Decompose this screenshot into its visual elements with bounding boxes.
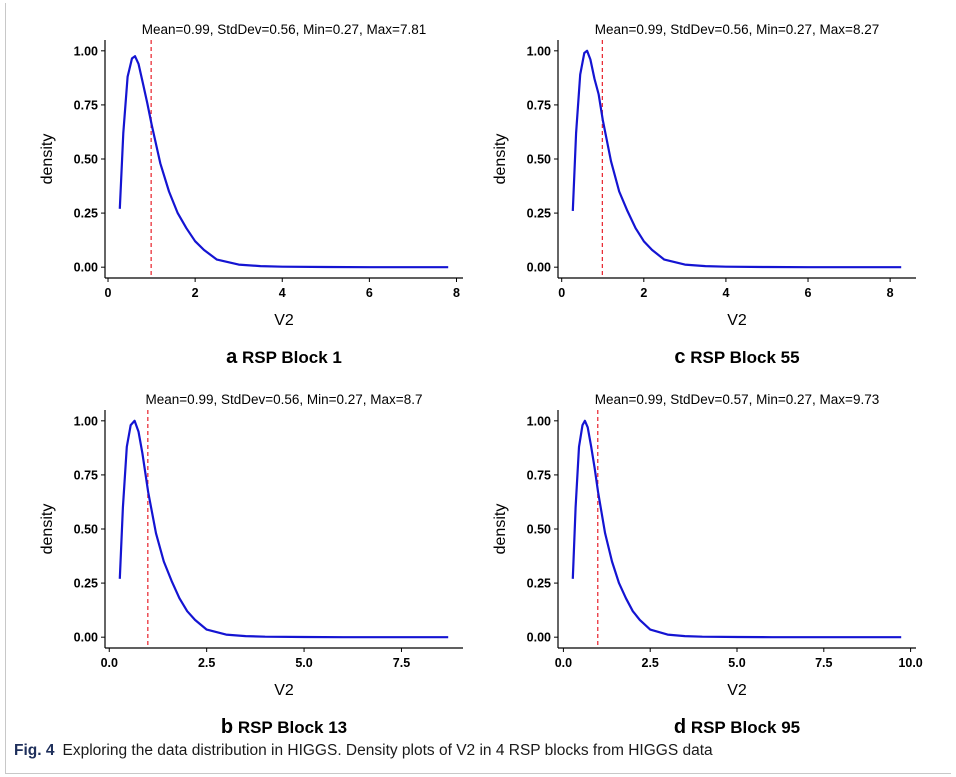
panel-b: Mean=0.99, StdDev=0.56, Min=0.27, Max=8.… (39, 392, 463, 738)
y-axis-label: density (39, 504, 56, 555)
y-tick-label: 1.00 (527, 44, 551, 58)
x-tick-label: 2 (192, 286, 199, 300)
panel-d: Mean=0.99, StdDev=0.57, Min=0.27, Max=9.… (492, 392, 923, 738)
panel-a: Mean=0.99, StdDev=0.56, Min=0.27, Max=7.… (39, 22, 463, 368)
y-axis-label: density (492, 134, 509, 185)
panel-caption: b RSP Block 13 (221, 716, 347, 738)
chart-title: Mean=0.99, StdDev=0.56, Min=0.27, Max=7.… (142, 22, 426, 37)
panel-letter: b (221, 716, 233, 738)
x-tick-label: 10.0 (898, 656, 922, 670)
y-tick-label: 0.00 (527, 261, 551, 275)
x-axis-label: V2 (274, 682, 294, 699)
y-tick-label: 0.00 (527, 631, 551, 645)
panel-title: RSP Block 13 (233, 718, 347, 737)
panel-caption: d RSP Block 95 (674, 716, 800, 738)
x-tick-label: 0.0 (555, 656, 572, 670)
density-curve (571, 419, 902, 639)
y-tick-label: 0.25 (527, 577, 551, 591)
y-tick-label: 0.50 (527, 153, 551, 167)
x-tick-label: 8 (453, 286, 460, 300)
x-tick-label: 8 (887, 286, 894, 300)
x-tick-label: 0.0 (101, 656, 118, 670)
x-tick-label: 2 (640, 286, 647, 300)
y-tick-label: 0.75 (74, 468, 98, 482)
y-axis-label: density (492, 504, 509, 555)
x-axis-label: V2 (274, 312, 294, 329)
figure-caption-label: Fig. 4 (14, 742, 55, 759)
y-tick-label: 0.25 (74, 207, 98, 221)
panel-letter: c (674, 346, 685, 368)
x-axis-label: V2 (727, 312, 747, 329)
x-tick-label: 2.5 (642, 656, 659, 670)
panel-caption: a RSP Block 1 (226, 346, 342, 368)
density-curve (571, 49, 902, 269)
x-tick-label: 6 (366, 286, 373, 300)
density-curve (118, 55, 449, 269)
figure-caption: Fig. 4 Exploring the data distribution in… (14, 742, 713, 760)
panel-caption: c RSP Block 55 (674, 346, 799, 368)
figure-caption-text: Exploring the data distribution in HIGGS… (62, 742, 713, 759)
x-tick-label: 7.5 (393, 656, 410, 670)
panel-title: RSP Block 95 (686, 718, 800, 737)
x-tick-label: 7.5 (815, 656, 832, 670)
panel-c: Mean=0.99, StdDev=0.56, Min=0.27, Max=8.… (492, 22, 916, 368)
panel-letter: a (226, 346, 238, 368)
x-tick-label: 6 (805, 286, 812, 300)
x-tick-label: 5.0 (295, 656, 312, 670)
x-tick-label: 2.5 (198, 656, 215, 670)
y-tick-label: 0.25 (527, 207, 551, 221)
y-tick-label: 0.50 (74, 153, 98, 167)
y-axis-label: density (39, 134, 56, 185)
x-tick-label: 5.0 (728, 656, 745, 670)
x-axis-label: V2 (727, 682, 747, 699)
figure-panels: Mean=0.99, StdDev=0.56, Min=0.27, Max=7.… (39, 22, 923, 738)
x-tick-label: 4 (279, 286, 286, 300)
x-tick-label: 0 (105, 286, 112, 300)
y-tick-label: 0.00 (74, 631, 98, 645)
y-tick-label: 0.25 (74, 577, 98, 591)
density-curve (118, 419, 449, 639)
chart-title: Mean=0.99, StdDev=0.56, Min=0.27, Max=8.… (146, 392, 423, 407)
panel-letter: d (674, 716, 686, 738)
y-tick-label: 1.00 (74, 44, 98, 58)
x-tick-label: 4 (722, 286, 729, 300)
chart-title: Mean=0.99, StdDev=0.57, Min=0.27, Max=9.… (595, 392, 879, 407)
y-tick-label: 0.00 (74, 261, 98, 275)
y-tick-label: 0.75 (74, 98, 98, 112)
x-tick-label: 0 (558, 286, 565, 300)
y-tick-label: 0.50 (527, 523, 551, 537)
panel-title: RSP Block 55 (686, 348, 800, 367)
y-tick-label: 0.50 (74, 523, 98, 537)
y-tick-label: 1.00 (527, 414, 551, 428)
y-tick-label: 1.00 (74, 414, 98, 428)
figure-frame (5, 3, 951, 774)
chart-title: Mean=0.99, StdDev=0.56, Min=0.27, Max=8.… (595, 22, 879, 37)
y-tick-label: 0.75 (527, 98, 551, 112)
panel-title: RSP Block 1 (237, 348, 342, 367)
y-tick-label: 0.75 (527, 468, 551, 482)
